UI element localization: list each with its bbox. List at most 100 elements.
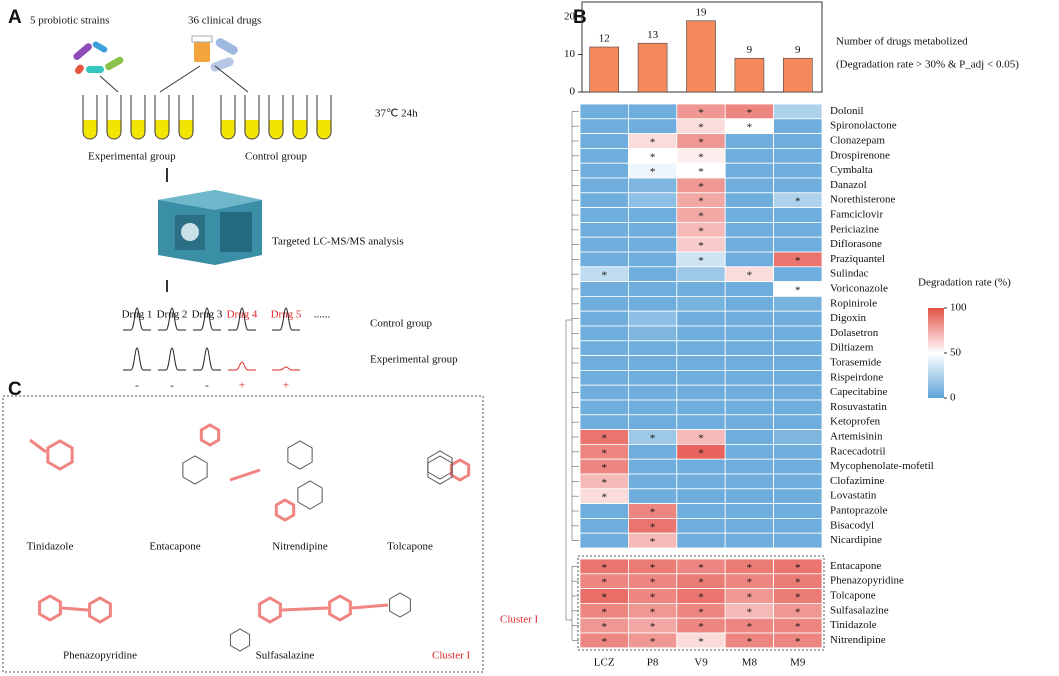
significance: *: [601, 462, 607, 474]
sign: -: [135, 380, 139, 392]
experimental-label: Experimental group: [88, 151, 176, 163]
row-label: Nitrendipine: [830, 634, 886, 646]
molecule-name: Phenazopyridine: [63, 650, 137, 662]
heat-cell: [628, 192, 678, 209]
significance: *: [795, 592, 801, 604]
drug-icons: [191, 35, 238, 72]
significance: *: [650, 151, 656, 163]
colorbar-label: 0: [950, 392, 956, 404]
significance: *: [698, 151, 704, 163]
heat-cell: [676, 503, 726, 519]
significance: *: [601, 433, 607, 445]
significance: *: [601, 270, 607, 282]
heat-cell: [628, 399, 678, 416]
heat-cell: [773, 355, 823, 371]
ring: [274, 498, 296, 522]
heat-cell: [628, 207, 678, 223]
significance: *: [795, 255, 801, 267]
heat-cell: [724, 384, 775, 401]
row-label: Dolonil: [830, 105, 864, 117]
bar: [734, 57, 765, 93]
column-label: M9: [790, 657, 806, 669]
ring: [199, 423, 221, 447]
heat-cell: [628, 473, 678, 490]
peak: [193, 307, 221, 331]
significance: *: [650, 137, 656, 149]
heat-cell: [724, 414, 775, 430]
significance: *: [650, 592, 656, 604]
significance: *: [601, 606, 607, 618]
heat-cell: [773, 340, 823, 356]
row-label: Torasemide: [830, 357, 881, 369]
tube-liquid: [83, 120, 97, 139]
heat-cell: [724, 251, 775, 268]
row-label: Norethisterone: [830, 194, 895, 206]
row-label: Clonazepam: [830, 135, 885, 147]
heat-cell: [628, 103, 678, 120]
heat-cell: [676, 458, 726, 475]
drug-label: Drug 2: [157, 309, 188, 321]
ring: [427, 450, 453, 480]
row-label: Pantoprazole: [830, 505, 888, 517]
drugs-label: 36 clinical drugs: [188, 15, 261, 27]
significance: *: [601, 621, 607, 633]
row-label: Racecadotril: [830, 445, 886, 457]
significance: *: [601, 636, 607, 648]
colorbar: [928, 308, 944, 398]
heat-cell: [579, 399, 629, 416]
significance: *: [601, 592, 607, 604]
heat-cell: [773, 133, 823, 149]
molecule-name: Nitrendipine: [272, 541, 328, 553]
heat-cell: [628, 251, 678, 268]
heat-cell: [579, 325, 629, 342]
significance: *: [601, 447, 607, 459]
heat-cell: [773, 518, 823, 534]
ring: [229, 628, 251, 652]
significance: *: [747, 636, 753, 648]
heat-cell: [724, 458, 775, 475]
row-label: Bisacodyl: [830, 519, 874, 531]
bar-subtitle: (Degradation rate > 30% & P_adj < 0.05): [836, 59, 1019, 71]
heat-cell: [628, 266, 678, 282]
significance: *: [650, 433, 656, 445]
heat-cell: [579, 207, 629, 223]
heat-cell: [773, 443, 823, 460]
heat-cell: [628, 355, 678, 371]
heat-cell: [579, 414, 629, 430]
arrows: [99, 65, 249, 292]
significance: *: [795, 562, 801, 574]
heat-cell: [773, 177, 823, 194]
molecule-name: Sulfasalazine: [256, 650, 315, 662]
tube-liquid: [221, 120, 235, 139]
heat-cell: [579, 340, 629, 356]
heat-cell: [724, 503, 775, 519]
heat-cell: [579, 384, 629, 401]
heat-cell: [628, 384, 678, 401]
drug-label: Drug 1: [122, 309, 153, 321]
row-label: Danazol: [830, 179, 867, 191]
heat-cell: [773, 503, 823, 519]
heat-cell: [773, 221, 823, 238]
heat-cell: [628, 177, 678, 194]
bar-title: Number of drugs metabolized: [836, 36, 968, 48]
heat-cell: [676, 488, 726, 504]
heat-cell: [579, 355, 629, 371]
row-label: Artemisinin: [830, 431, 883, 443]
row-label: Phenazopyridine: [830, 575, 904, 587]
heat-cell: [579, 103, 629, 120]
heat-cell: [773, 207, 823, 223]
heat-cell: [773, 399, 823, 416]
drug-label: Drug 4: [227, 309, 258, 321]
heat-cell: [724, 443, 775, 460]
heat-cell: [724, 399, 775, 416]
significance: *: [795, 577, 801, 589]
significance: *: [747, 577, 753, 589]
heat-cell: [773, 384, 823, 401]
heat-cell: [773, 103, 823, 120]
heat-cell: [676, 473, 726, 490]
column-label: M8: [742, 657, 758, 669]
row-label: Tinidazole: [830, 619, 877, 631]
heat-cell: [724, 488, 775, 504]
significance: *: [698, 606, 704, 618]
